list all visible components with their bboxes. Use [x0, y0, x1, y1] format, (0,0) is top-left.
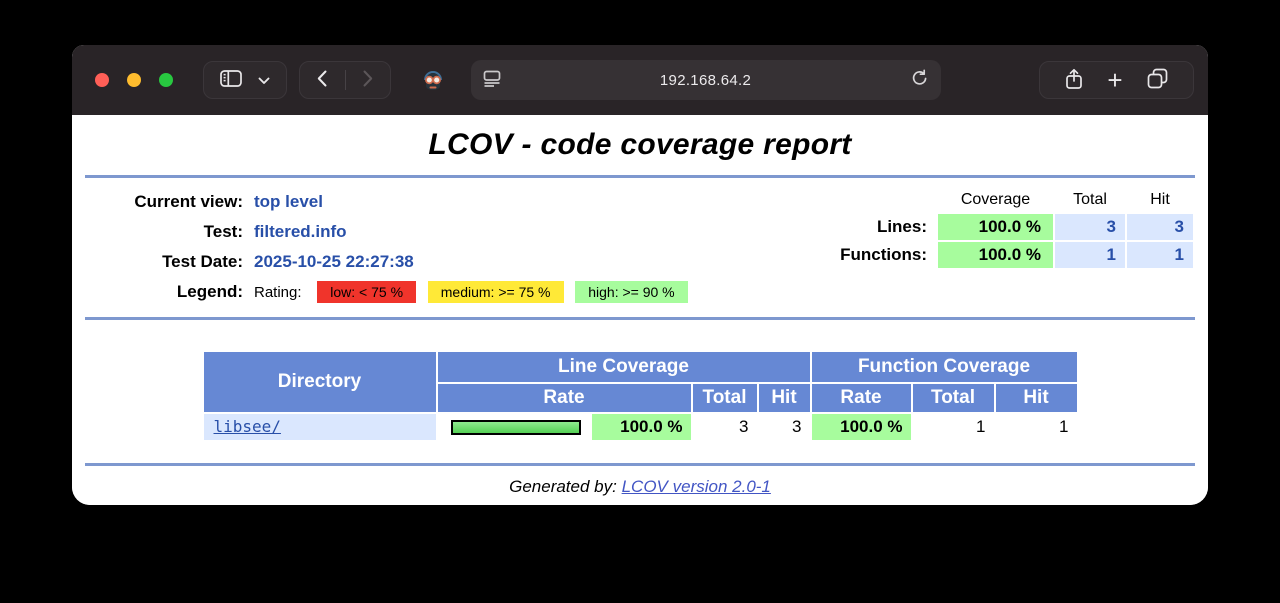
legend-items: Rating: low: < 75 % medium: >= 75 % high…	[254, 278, 688, 306]
function-total-value: 1	[912, 414, 994, 440]
lcov-version-link[interactable]: LCOV version 2.0-1	[621, 477, 771, 496]
table-subheader-row: Rate Total Hit Rate Total Hit	[204, 384, 1077, 412]
functions-total-value: 1	[1055, 242, 1125, 268]
test-label: Test:	[203, 222, 243, 241]
coverage-table: Directory Line Coverage Function Coverag…	[202, 350, 1079, 442]
divider	[85, 175, 1195, 178]
tab-overview-button[interactable]	[1147, 68, 1168, 92]
summary-stats-table: Coverage Total Hit Lines: 100.0 % 3 3 Fu…	[838, 186, 1195, 270]
legend-medium-badge: medium: >= 75 %	[427, 281, 564, 303]
generated-by-label: Generated by:	[509, 477, 617, 496]
legend-low-badge: low: < 75 %	[317, 281, 417, 303]
share-icon	[1065, 68, 1083, 93]
coverage-bar	[450, 419, 581, 435]
reload-button[interactable]	[910, 69, 929, 91]
table-row: Test Date: 2025-10-25 22:27:38	[94, 248, 688, 276]
functions-label: Functions:	[840, 245, 927, 264]
toolbar-actions-group: +	[1039, 61, 1194, 99]
current-view-value: top level	[254, 192, 323, 211]
reload-icon	[910, 69, 929, 91]
lines-coverage-value: 100.0 %	[938, 214, 1053, 240]
functions-coverage-value: 100.0 %	[938, 242, 1053, 268]
sidebar-toggle-button[interactable]	[220, 70, 242, 90]
functions-hit-value: 1	[1127, 242, 1193, 268]
line-total-header: Total	[692, 384, 757, 412]
line-coverage-group-header: Line Coverage	[437, 352, 810, 382]
browser-toolbar: 192.168.64.2	[72, 45, 1208, 115]
function-coverage-group-header: Function Coverage	[811, 352, 1077, 382]
chevron-left-icon	[317, 70, 327, 90]
table-row: Legend: Rating: low: < 75 % medium: >= 7…	[94, 278, 688, 306]
minimize-window-button[interactable]	[127, 73, 141, 87]
divider	[344, 70, 346, 90]
extension-avatar-icon	[420, 66, 446, 95]
footer: Generated by: LCOV version 2.0-1	[72, 466, 1208, 497]
extension-button[interactable]	[411, 58, 455, 102]
coverage-column-header: Coverage	[960, 191, 1031, 208]
coverage-bar-cell	[437, 414, 590, 440]
line-hit-value: 3	[758, 414, 810, 440]
function-rate-header: Rate	[811, 384, 911, 412]
legend-high-badge: high: >= 90 %	[575, 281, 688, 303]
line-hit-header: Hit	[758, 384, 810, 412]
hit-column-header: Hit	[1150, 191, 1170, 208]
table-row: Test: filtered.info	[94, 218, 688, 246]
navigation-group	[299, 61, 391, 99]
directory-cell: libsee/	[203, 414, 436, 440]
table-row: libsee/ 100.0 % 3 3 100.0 % 1 1	[203, 414, 1077, 440]
summary-meta-table: Current view: top level Test: filtered.i…	[92, 186, 690, 308]
new-tab-button[interactable]: +	[1107, 67, 1122, 93]
function-rate-value: 100.0 %	[811, 414, 911, 440]
sidebar-control-group	[203, 61, 287, 99]
coverage-bar-fill	[452, 421, 579, 433]
zoom-window-button[interactable]	[159, 73, 173, 87]
lines-total-value: 3	[1055, 214, 1125, 240]
line-rate-header: Rate	[437, 384, 691, 412]
legend-label: Legend:	[176, 282, 243, 301]
tabs-icon	[1147, 68, 1168, 92]
line-rate-value: 100.0 %	[591, 414, 691, 440]
web-page: LCOV - code coverage report Current view…	[72, 115, 1208, 505]
page-settings-button[interactable]	[483, 70, 501, 90]
table-row: Lines: 100.0 % 3 3	[840, 214, 1193, 240]
close-window-button[interactable]	[95, 73, 109, 87]
share-button[interactable]	[1065, 68, 1083, 93]
spacer	[840, 188, 936, 212]
chevron-down-icon	[258, 73, 270, 88]
browser-window: 192.168.64.2	[72, 45, 1208, 505]
sidebar-menu-button[interactable]	[258, 73, 270, 88]
test-date-label: Test Date:	[162, 252, 243, 271]
directory-link[interactable]: libsee/	[213, 417, 281, 436]
sidebar-icon	[220, 70, 242, 90]
reader-icon	[483, 70, 501, 90]
table-row: Coverage Total Hit	[840, 188, 1193, 212]
page-title: LCOV - code coverage report	[428, 128, 852, 161]
total-column-header: Total	[1073, 191, 1107, 208]
lines-label: Lines:	[876, 217, 927, 236]
summary-section: Current view: top level Test: filtered.i…	[72, 178, 1208, 308]
chevron-right-icon	[363, 70, 373, 90]
directory-column-header: Directory	[203, 352, 436, 412]
test-date-value: 2025-10-25 22:27:38	[254, 252, 414, 271]
forward-button[interactable]	[363, 70, 373, 90]
function-hit-value: 1	[995, 414, 1077, 440]
url-text[interactable]: 192.168.64.2	[659, 71, 752, 89]
window-controls	[95, 73, 173, 87]
table-header-row: Directory Line Coverage Function Coverag…	[203, 352, 1077, 412]
current-view-label: Current view:	[134, 192, 243, 211]
divider	[85, 317, 1195, 320]
line-total-value: 3	[692, 414, 757, 440]
function-total-header: Total	[912, 384, 994, 412]
divider	[85, 463, 1195, 466]
lines-hit-value: 3	[1127, 214, 1193, 240]
test-value: filtered.info	[254, 222, 347, 241]
table-row: Functions: 100.0 % 1 1	[840, 242, 1193, 268]
rating-label: Rating:	[254, 284, 302, 301]
function-hit-header: Hit	[995, 384, 1077, 412]
back-button[interactable]	[317, 70, 327, 90]
plus-icon: +	[1107, 65, 1123, 95]
table-row: Current view: top level	[94, 188, 688, 216]
address-bar[interactable]: 192.168.64.2	[471, 60, 941, 100]
